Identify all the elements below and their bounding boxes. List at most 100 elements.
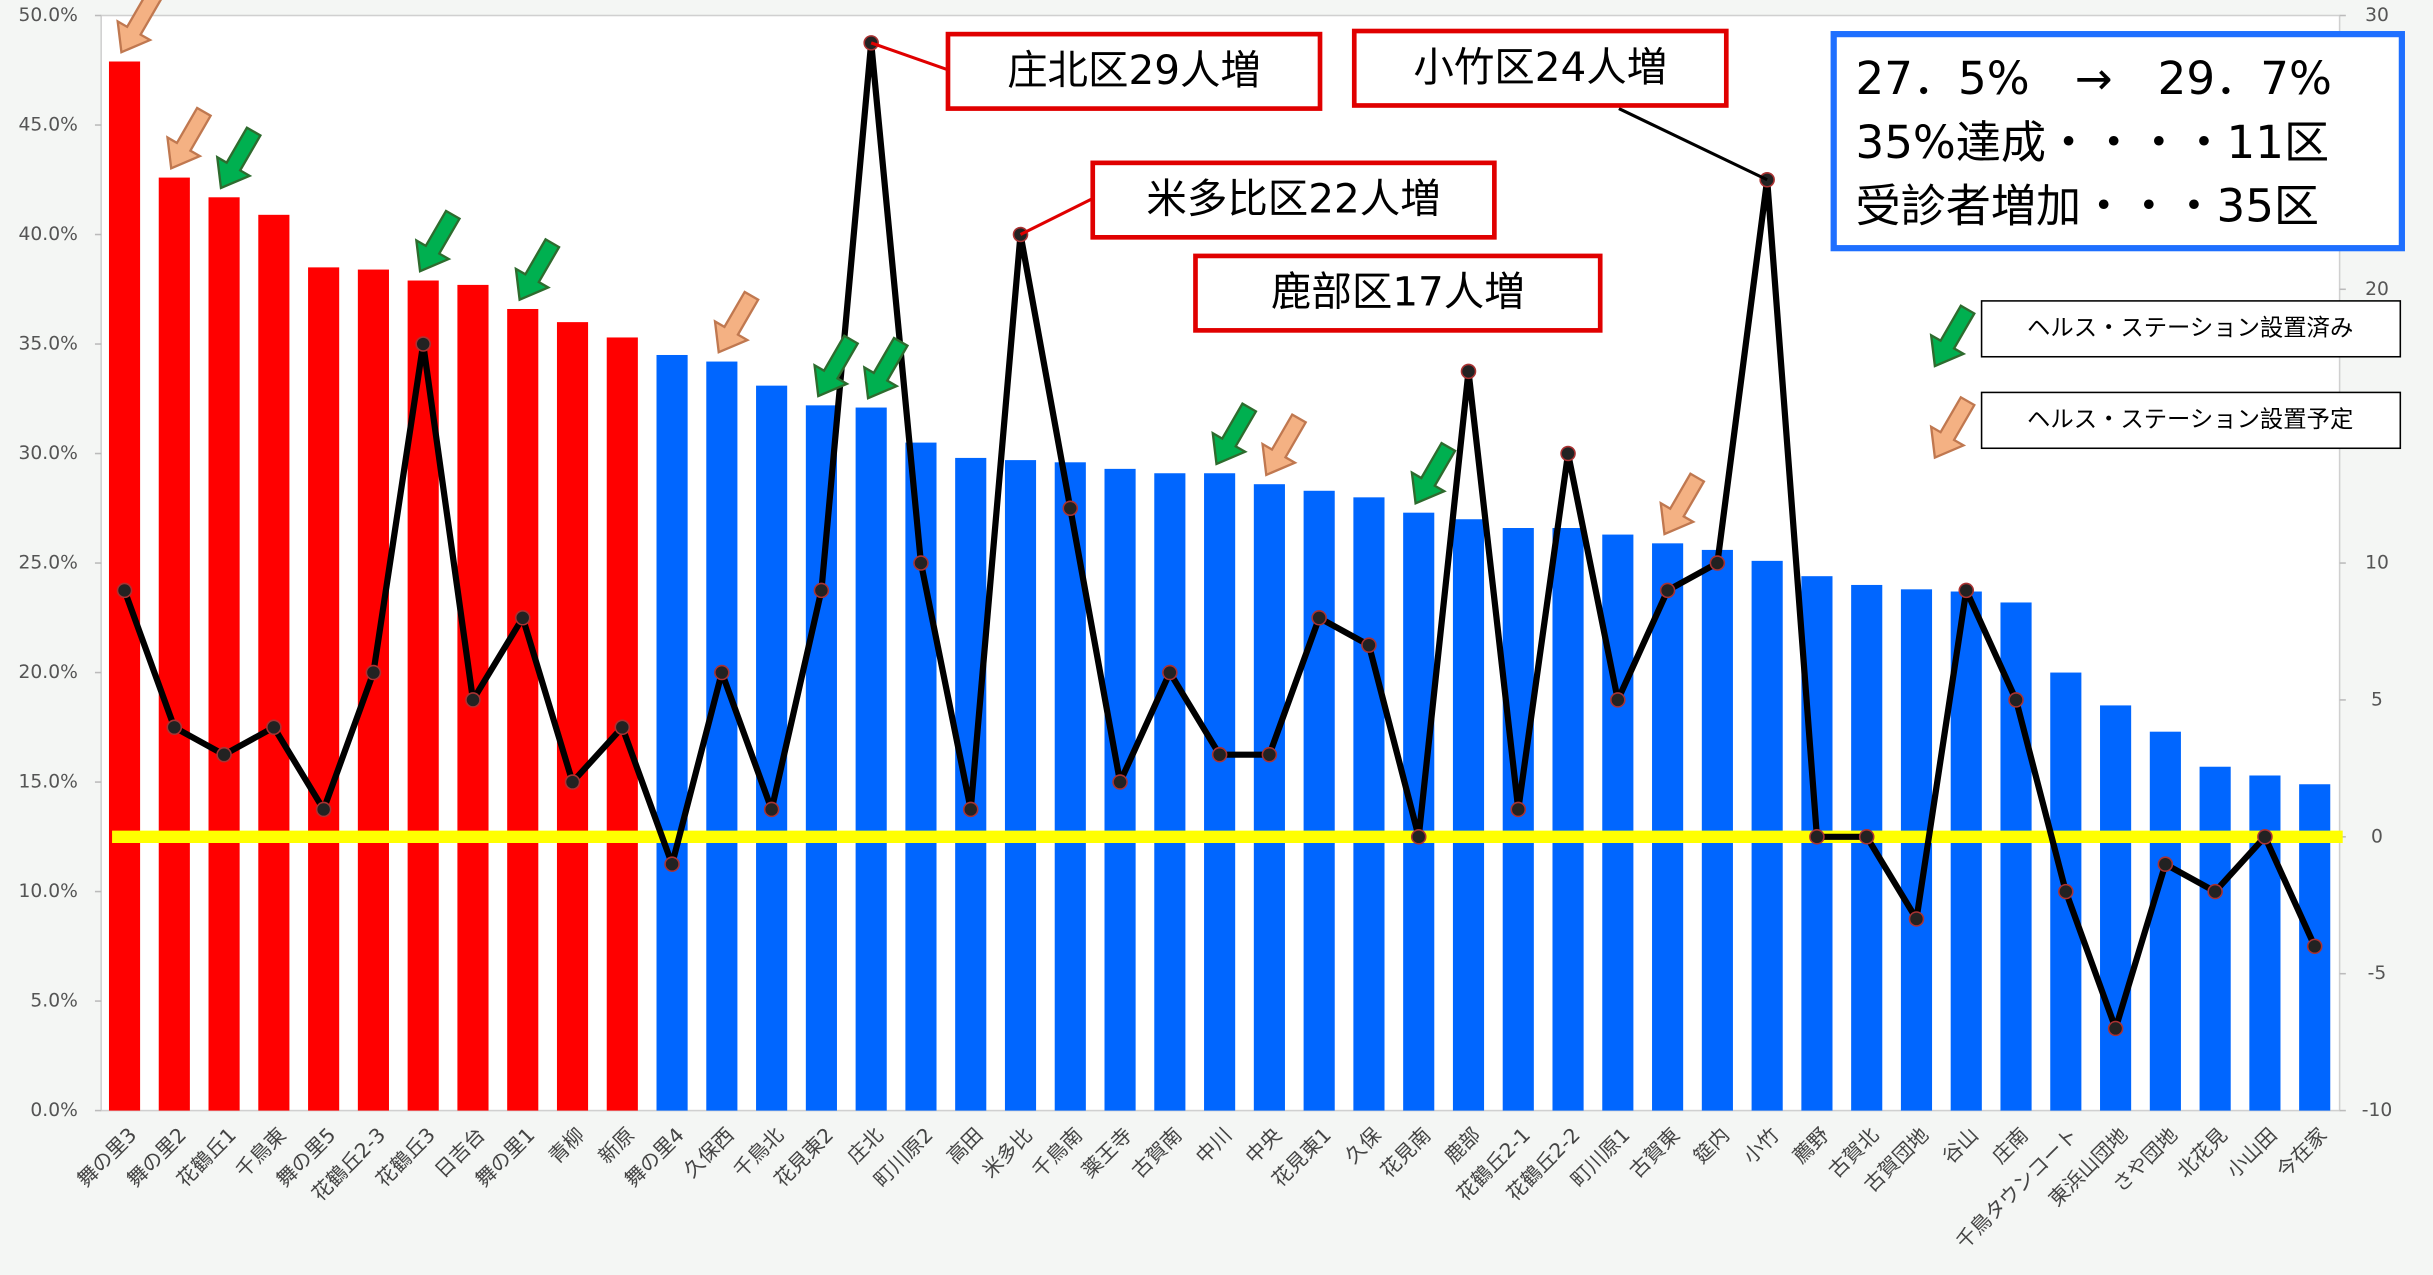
line-point (1510, 801, 1527, 818)
x-tick-label: 青柳 (544, 1123, 590, 1168)
line-point (2058, 883, 2074, 900)
line-point (365, 664, 382, 681)
x-tick-label: 米多比 (977, 1123, 1037, 1183)
y-tick-label: 20.0% (19, 662, 78, 683)
x-tick-label: 花見南 (1376, 1123, 1436, 1183)
bar (507, 308, 539, 1111)
line-point (863, 35, 879, 51)
bar (855, 407, 887, 1111)
y-tick-label: 25.0% (19, 553, 78, 574)
line-point (1112, 774, 1128, 790)
bar (258, 214, 290, 1111)
marker-arrow (116, 0, 163, 54)
y2-tick-label: -5 (2368, 963, 2387, 984)
line-point (116, 582, 133, 599)
y-tick-label: 50.0% (19, 5, 78, 26)
y2-tick-label: 10 (2365, 553, 2389, 574)
bar (1303, 490, 1335, 1111)
y2-tick-label: -10 (2362, 1100, 2392, 1121)
y-tick-label: 10.0% (19, 881, 78, 902)
line-point (1709, 555, 1726, 571)
line-point (2257, 829, 2273, 845)
line-point (1460, 363, 1477, 380)
line-point (564, 774, 581, 790)
line-point (216, 746, 232, 763)
bar (357, 269, 389, 1111)
callout-text: 米多比区22人増 (1146, 175, 1440, 223)
marker-arrow (1211, 402, 1258, 466)
bar (1701, 549, 1733, 1111)
y-tick-label: 0.0% (30, 1100, 77, 1121)
bar (158, 177, 190, 1111)
y-tick-label: 45.0% (19, 115, 78, 136)
bar (1552, 528, 1584, 1111)
line-point (1759, 172, 1775, 188)
x-tick-label: 谷山 (1937, 1123, 1983, 1168)
callout-box (1351, 28, 1729, 108)
bar (208, 197, 240, 1111)
bar (1204, 473, 1236, 1111)
marker-arrow (862, 336, 910, 400)
line-point (1958, 582, 1975, 599)
y-tick-label: 15.0% (19, 772, 78, 793)
y-tick-label: 30.0% (19, 443, 78, 464)
line-point (1361, 637, 1377, 653)
bar (1353, 497, 1385, 1111)
x-tick-label: 久保西 (679, 1123, 739, 1183)
x-tick-label: 小竹 (1738, 1123, 1784, 1168)
x-tick-label: 古賀南 (1127, 1123, 1187, 1183)
bar (2100, 705, 2132, 1111)
y2-tick-label: 20 (2365, 279, 2389, 300)
x-tick-label: 北花見 (2172, 1123, 2232, 1183)
legend-label: ヘルス・ステーション設置済み (2027, 314, 2353, 341)
leader-line (870, 41, 949, 72)
marker-arrow (713, 290, 760, 354)
bar (1452, 519, 1485, 1111)
bar (1652, 543, 1684, 1111)
line-point (266, 719, 282, 736)
y2-tick-label: 0 (2371, 826, 2383, 847)
line-point (465, 692, 481, 708)
line-point (166, 719, 183, 736)
y-tick-label: 40.0% (19, 224, 78, 245)
bar (2249, 775, 2281, 1111)
callout-text: 小竹区24人増 (1413, 43, 1667, 91)
bar (308, 267, 340, 1111)
line-point (1858, 829, 1875, 845)
line-point (763, 801, 780, 818)
bar (656, 354, 688, 1111)
line-point (1560, 445, 1576, 462)
bar (1004, 460, 1037, 1111)
line-point (1809, 829, 1825, 845)
callout-text: 庄北区29人増 (1007, 46, 1261, 94)
bar (1253, 484, 1285, 1111)
bar (2000, 602, 2032, 1111)
line-point (1610, 692, 1626, 708)
line-point (1261, 746, 1278, 763)
summary-line: 35%達成・・・・11区 (1855, 116, 2329, 169)
line-point (714, 664, 730, 681)
marker-arrow (1261, 413, 1308, 477)
marker-arrow (514, 237, 561, 302)
x-tick-label: 今在家 (2272, 1123, 2332, 1183)
line-point (2157, 856, 2174, 872)
line-point (664, 856, 680, 872)
callout-box (1090, 160, 1497, 240)
x-tick-label: 千鳥南 (1027, 1123, 1087, 1183)
y2-tick-label: 30 (2365, 5, 2389, 26)
x-tick-label: 薬王寺 (1077, 1123, 1137, 1183)
line-point (2107, 1020, 2124, 1037)
leader-line (1019, 197, 1094, 236)
legend-box (1980, 300, 2402, 358)
line-point (1311, 610, 1327, 626)
summary-box (1830, 31, 2405, 252)
bar (556, 322, 589, 1111)
line-point (1062, 500, 1079, 517)
bar (1851, 584, 1883, 1111)
marker-arrow (813, 334, 860, 398)
line-point (614, 719, 631, 736)
line-point (1908, 911, 1925, 927)
marker-arrow (414, 209, 462, 273)
x-tick-label: 筵内 (1689, 1123, 1735, 1168)
